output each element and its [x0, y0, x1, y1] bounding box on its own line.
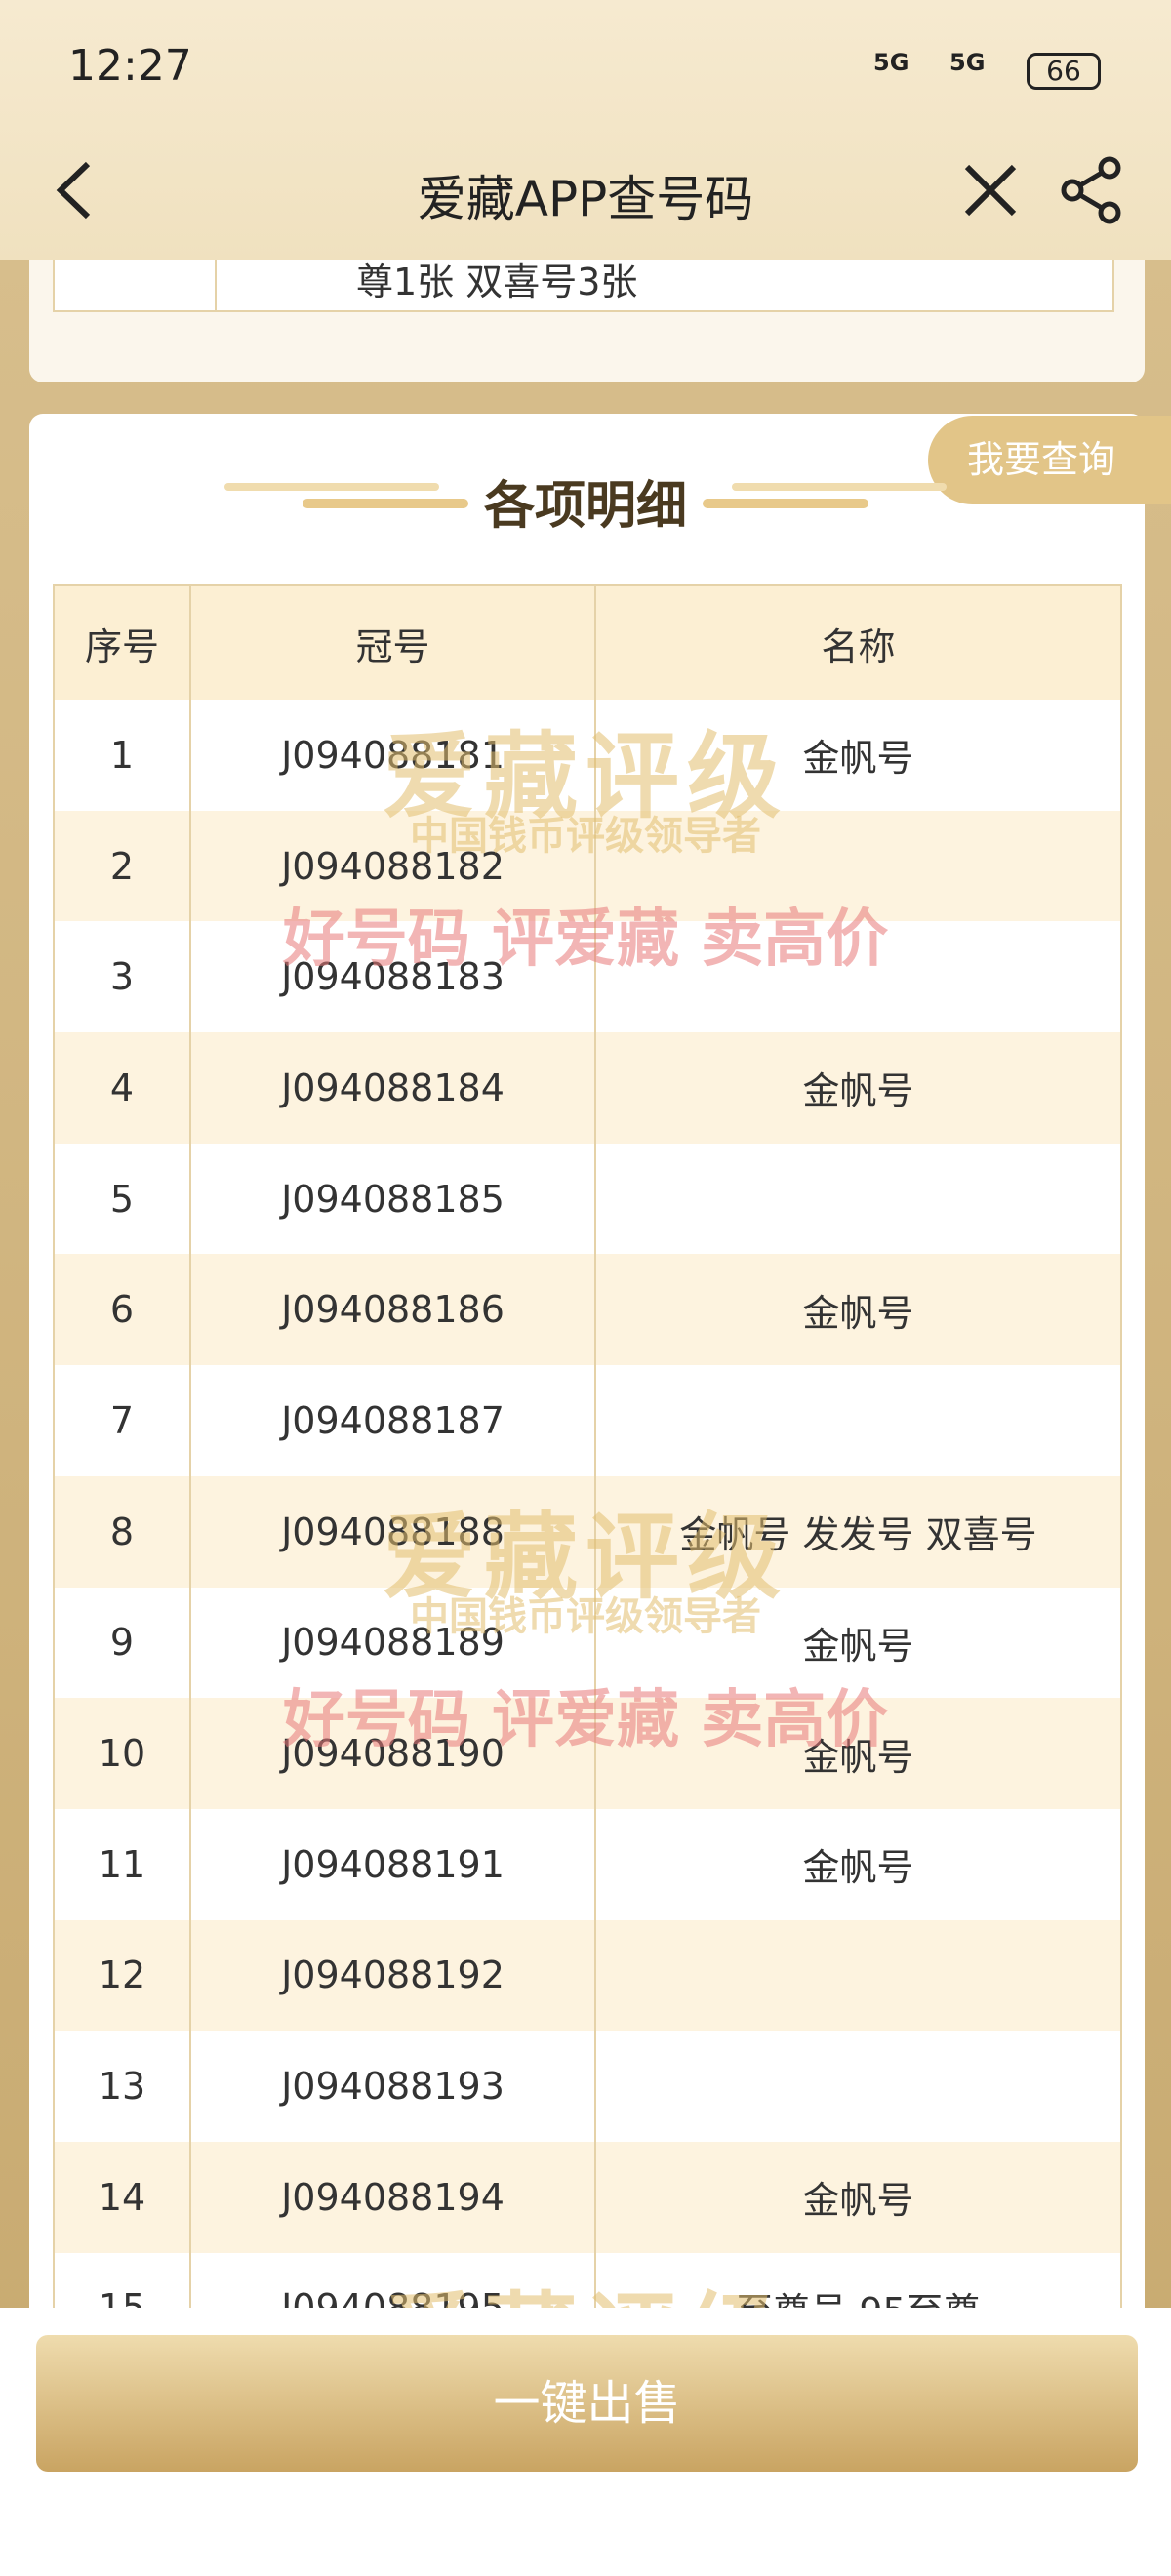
- header-cell: 名称: [821, 624, 896, 668]
- table-row: 7 J094088187: [55, 1365, 1120, 1476]
- table-cell: 1: [55, 700, 191, 811]
- table-cell: 金帆号: [802, 1069, 914, 1113]
- summary-text: 尊1张 双喜号3张: [356, 261, 638, 303]
- table-row: 5 J094088185: [55, 1143, 1120, 1255]
- table-cell: 13: [55, 2031, 191, 2142]
- table-cell: 14: [55, 2141, 191, 2253]
- table-cell: J094088183: [191, 921, 596, 1033]
- table-cell: 金帆号 发发号 双喜号: [679, 1513, 1037, 1557]
- table-cell: [596, 921, 1120, 1032]
- table-row: 12 J094088192: [55, 1919, 1120, 2032]
- table-cell: 9: [55, 1587, 191, 1699]
- table-cell: [596, 2031, 1120, 2142]
- back-icon[interactable]: [49, 156, 98, 224]
- table-cell: J094088189: [191, 1587, 596, 1699]
- bottom-bar: 一键出售: [0, 2308, 1171, 2576]
- table-row: 10 J094088190 金帆号: [55, 1698, 1120, 1809]
- table-row: 4 J094088184 金帆号: [55, 1032, 1120, 1144]
- section-title: 各项明细: [483, 476, 687, 536]
- table-row: 11 J094088191 金帆号: [55, 1808, 1120, 1920]
- table-cell: J094088187: [191, 1365, 596, 1476]
- table-cell: J094088190: [191, 1698, 596, 1809]
- table-cell: 金帆号: [802, 1735, 914, 1779]
- table-cell: [596, 811, 1120, 922]
- table-row: 9 J094088189 金帆号: [55, 1587, 1120, 1699]
- table-cell: 10: [55, 1698, 191, 1809]
- table-row: 13 J094088193: [55, 2031, 1120, 2142]
- table-cell: J094088184: [191, 1032, 596, 1144]
- header-cell: 冠号: [191, 586, 596, 700]
- table-row: 8 J094088188 金帆号 发发号 双喜号: [55, 1475, 1120, 1588]
- table-row: 6 J094088186 金帆号: [55, 1254, 1120, 1366]
- table-cell: 8: [55, 1475, 191, 1588]
- table-cell: J094088188: [191, 1475, 596, 1588]
- battery: 66: [1027, 53, 1101, 90]
- table-row: 14 J094088194 金帆号: [55, 2141, 1120, 2253]
- time: 12:27: [68, 41, 192, 91]
- table-row: 3 J094088183: [55, 921, 1120, 1033]
- table-cell: 11: [55, 1808, 191, 1920]
- table-cell: 金帆号: [802, 1624, 914, 1668]
- table-cell: [596, 1144, 1120, 1255]
- table-cell: 金帆号: [802, 2179, 914, 2223]
- title-decoration: [224, 483, 947, 508]
- table-cell: J094088182: [191, 810, 596, 922]
- table-row: 1 J094088181 金帆号: [55, 700, 1120, 811]
- table-cell: 12: [55, 1919, 191, 2032]
- top-bar: 12:27 5G 5G 66 爱藏APP查号码: [0, 0, 1171, 260]
- table-cell: J094088192: [191, 1919, 596, 2032]
- table-cell: J094088193: [191, 2031, 596, 2142]
- table-cell: 5: [55, 1143, 191, 1255]
- network: 5G: [949, 49, 986, 76]
- table-cell: J094088181: [191, 700, 596, 811]
- table-cell: 4: [55, 1032, 191, 1144]
- close-icon[interactable]: [961, 161, 1020, 220]
- table-cell: 2: [55, 810, 191, 922]
- table-cell: 金帆号: [802, 1291, 914, 1335]
- sell-button[interactable]: 一键出售: [36, 2335, 1138, 2472]
- header-row: 序号 冠号 名称: [55, 586, 1120, 700]
- detail-table: 序号 冠号 名称 1 J094088181 金帆号 2 J094088182 3 J0940881…: [53, 584, 1122, 2364]
- network: 5G: [873, 49, 909, 76]
- table-cell: J094088194: [191, 2141, 596, 2253]
- table-cell: J094088185: [191, 1143, 596, 1255]
- header-cell: 序号: [55, 586, 191, 700]
- page-title: 爱藏APP查号码: [417, 171, 754, 227]
- table-cell: 6: [55, 1254, 191, 1366]
- table-cell: 3: [55, 921, 191, 1033]
- table-cell: 金帆号: [802, 737, 914, 781]
- table-row: 2 J094088182: [55, 810, 1120, 922]
- table-cell: 金帆号: [802, 1846, 914, 1890]
- table-cell: J094088186: [191, 1254, 596, 1366]
- share-icon[interactable]: [1059, 156, 1127, 224]
- query-button[interactable]: 我要查询: [928, 416, 1171, 504]
- table-cell: [596, 1920, 1120, 2032]
- table-cell: 7: [55, 1365, 191, 1476]
- table-cell: [596, 1365, 1120, 1476]
- table-cell: J094088191: [191, 1808, 596, 1920]
